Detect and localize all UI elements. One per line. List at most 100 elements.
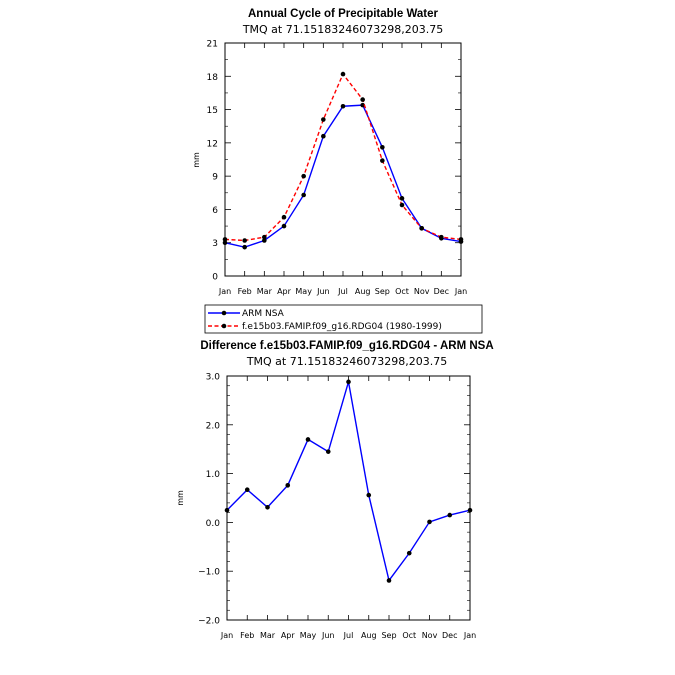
data-point bbox=[285, 483, 291, 488]
x-tick-label: Jul bbox=[343, 631, 354, 640]
x-tick-label: Sep bbox=[381, 631, 396, 640]
x-tick-label: Feb bbox=[238, 287, 252, 296]
y-tick-label: 6 bbox=[212, 206, 218, 216]
x-tick-label: Jan bbox=[218, 287, 231, 296]
x-tick-label: Apr bbox=[281, 631, 296, 640]
legend-marker-arm-nsa bbox=[221, 310, 227, 316]
series-group bbox=[222, 71, 464, 250]
x-tick-label: Feb bbox=[240, 631, 254, 640]
x-tick-label: Oct bbox=[395, 287, 409, 296]
data-point bbox=[321, 117, 326, 122]
y-tick-label: −1.0 bbox=[198, 568, 220, 578]
data-point bbox=[244, 487, 250, 493]
x-tick-label: Mar bbox=[257, 287, 273, 296]
data-point bbox=[386, 578, 392, 583]
data-point bbox=[366, 492, 372, 498]
data-point bbox=[305, 437, 311, 442]
y-ticks: −2.0 −1.0 0.0 1.0 2.0 3.0 bbox=[198, 373, 470, 627]
data-point bbox=[380, 144, 385, 150]
chart-title: Difference f.e15b03.FAMIP.f09_g16.RDG04 … bbox=[200, 340, 493, 352]
x-tick-label: Jun bbox=[321, 631, 335, 640]
series-line bbox=[224, 104, 462, 248]
data-point bbox=[439, 234, 444, 240]
data-point bbox=[346, 379, 351, 385]
x-tick-label: Dec bbox=[434, 287, 449, 296]
y-tick-label: 18 bbox=[207, 73, 219, 83]
y-tick-label: 0 bbox=[212, 273, 218, 283]
x-tick-label: Jul bbox=[337, 287, 348, 296]
data-point bbox=[222, 240, 228, 246]
data-point bbox=[262, 234, 267, 240]
x-tick-label: May bbox=[295, 287, 312, 296]
y-tick-label: −2.0 bbox=[198, 617, 220, 627]
annual-cycle-chart: Annual Cycle of Precipitable Water TMQ a… bbox=[192, 8, 467, 296]
legend-label-model: f.e15b03.FAMIP.f09_g16.RDG04 (1980-1999) bbox=[242, 322, 442, 332]
x-tick-label: Sep bbox=[375, 287, 390, 296]
difference-chart: Difference f.e15b03.FAMIP.f09_g16.RDG04 … bbox=[176, 340, 494, 640]
y-tick-label: 3 bbox=[212, 239, 218, 249]
x-tick-label: Jan bbox=[463, 631, 476, 640]
data-point bbox=[224, 507, 230, 513]
series-line bbox=[224, 72, 462, 242]
x-ticks: Jan Feb Mar Apr May Jun Jul Aug Sep Oct Nov Dec Jan bbox=[220, 376, 476, 640]
chart-title: Annual Cycle of Precipitable Water bbox=[248, 8, 439, 20]
data-point bbox=[301, 173, 306, 179]
data-point bbox=[321, 133, 326, 139]
series-line bbox=[226, 381, 471, 583]
legend-label-arm-nsa: ARM NSA bbox=[242, 309, 285, 319]
x-tick-label: Nov bbox=[422, 631, 438, 640]
chart-subtitle: TMQ at 71.15183246073298,203.75 bbox=[246, 355, 447, 368]
x-tick-label: Apr bbox=[277, 287, 292, 296]
y-tick-label: 3.0 bbox=[206, 373, 221, 383]
data-point bbox=[340, 71, 346, 77]
data-point bbox=[380, 158, 385, 163]
data-point bbox=[399, 202, 405, 208]
data-point bbox=[325, 449, 331, 454]
y-axis-label: mm bbox=[176, 490, 185, 506]
series-group bbox=[224, 379, 473, 583]
data-point bbox=[399, 196, 405, 201]
data-point bbox=[360, 102, 365, 108]
data-point bbox=[262, 238, 267, 243]
data-point bbox=[281, 223, 287, 229]
x-ticks: Jan Feb Mar Apr May Jun Jul Aug Sep Oct Nov Dec Jan bbox=[218, 43, 467, 296]
x-tick-label: Jan bbox=[454, 287, 467, 296]
data-point bbox=[265, 504, 270, 510]
data-point bbox=[242, 244, 247, 250]
y-axis-label: mm bbox=[192, 152, 201, 168]
data-point bbox=[222, 237, 228, 242]
x-tick-label: Jan bbox=[220, 631, 233, 640]
data-point bbox=[419, 225, 424, 231]
data-point bbox=[301, 192, 306, 198]
legend: ARM NSA f.e15b03.FAMIP.f09_g16.RDG04 (19… bbox=[204, 304, 483, 334]
data-point bbox=[281, 214, 287, 220]
data-point bbox=[467, 507, 473, 513]
y-tick-label: 9 bbox=[212, 173, 218, 183]
x-tick-label: Jun bbox=[316, 287, 330, 296]
chart-subtitle: TMQ at 71.15183246073298,203.75 bbox=[242, 23, 443, 36]
data-point bbox=[406, 550, 412, 556]
x-tick-label: Oct bbox=[402, 631, 416, 640]
data-point bbox=[360, 97, 365, 102]
data-point bbox=[242, 238, 247, 243]
x-tick-label: Mar bbox=[260, 631, 276, 640]
x-tick-label: Aug bbox=[361, 631, 377, 640]
y-tick-label: 12 bbox=[207, 139, 218, 149]
x-tick-label: Dec bbox=[442, 631, 457, 640]
x-tick-label: May bbox=[300, 631, 317, 640]
plot-frame bbox=[224, 42, 462, 277]
data-point bbox=[458, 237, 464, 242]
plot-frame bbox=[226, 375, 471, 621]
x-tick-label: Aug bbox=[355, 287, 371, 296]
y-tick-label: 15 bbox=[207, 106, 218, 116]
data-point bbox=[427, 519, 432, 525]
y-tick-label: 1.0 bbox=[206, 470, 221, 480]
y-ticks: 0 3 6 9 12 15 18 21 bbox=[207, 40, 461, 283]
legend-box bbox=[204, 304, 483, 334]
data-point bbox=[340, 103, 346, 109]
x-tick-label: Nov bbox=[414, 287, 430, 296]
y-tick-label: 21 bbox=[207, 40, 218, 50]
data-point bbox=[447, 512, 453, 518]
y-tick-label: 2.0 bbox=[206, 421, 221, 431]
y-tick-label: 0.0 bbox=[206, 519, 221, 529]
